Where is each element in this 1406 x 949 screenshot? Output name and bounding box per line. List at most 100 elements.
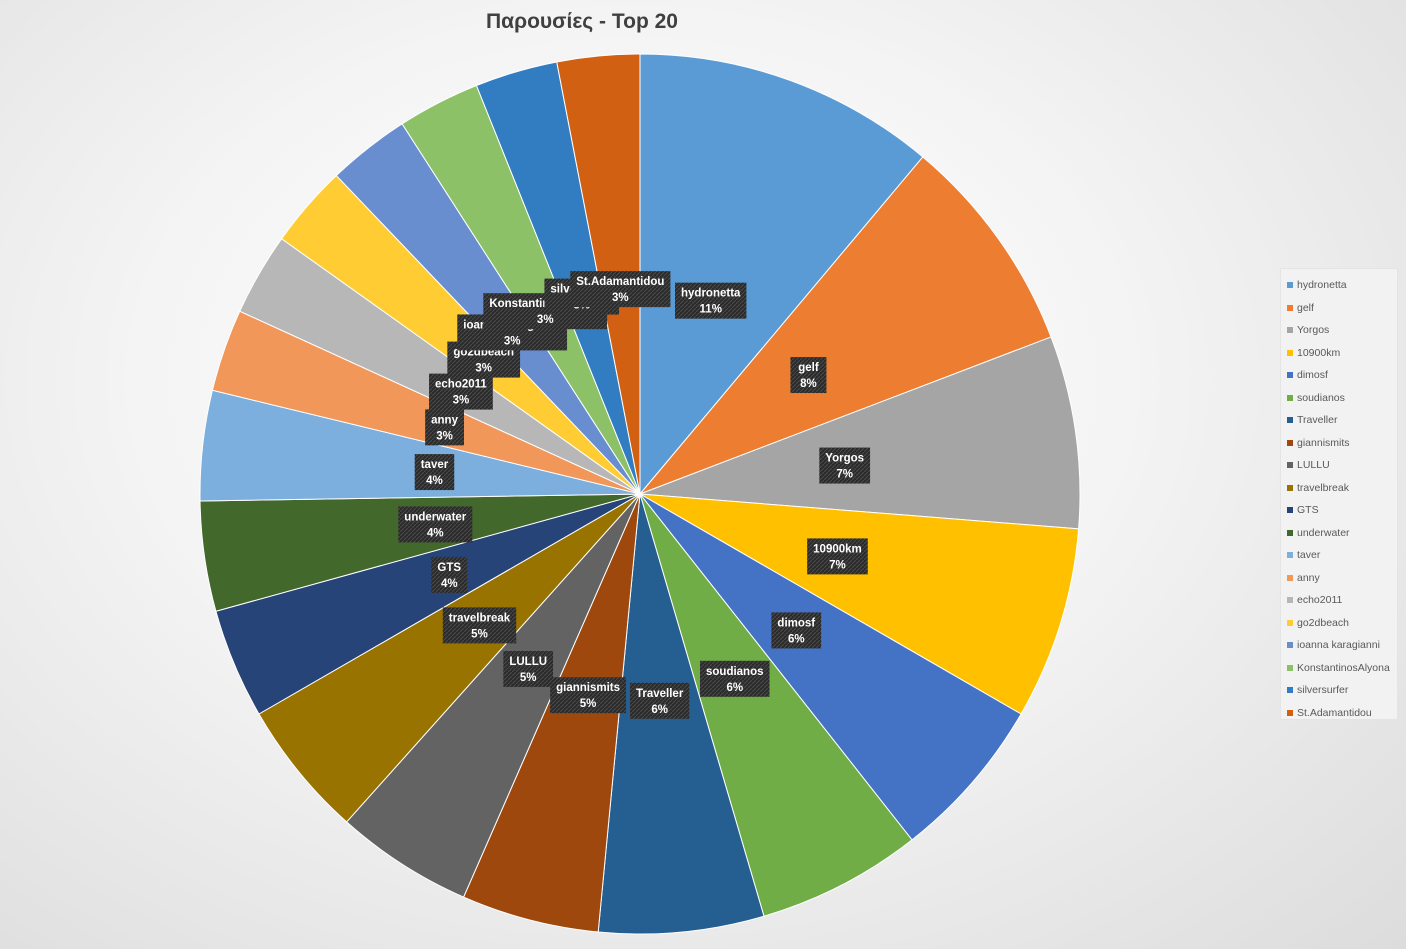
legend-swatch: [1287, 327, 1293, 334]
data-label-value: 6%: [726, 682, 743, 694]
pie-slice-gelf: [638, 156, 1052, 496]
legend-label: Traveller: [1297, 414, 1338, 427]
data-label-value: 6%: [651, 704, 668, 716]
legend-label: LULLU: [1297, 459, 1330, 472]
legend-item: anny: [1281, 567, 1397, 590]
legend-swatch: [1287, 619, 1293, 626]
data-label-name: hydronetta: [681, 288, 741, 300]
legend-item: St.Adamantidou: [1281, 702, 1397, 725]
legend-label: KonstantinosAlyona: [1297, 661, 1390, 674]
data-label-name: LULLU: [509, 656, 547, 668]
data-label-value: 8%: [800, 378, 817, 390]
chart-title: Παρουσίες - Top 20: [486, 10, 678, 33]
data-label-value: 3%: [537, 314, 554, 326]
legend-label: dimosf: [1297, 369, 1328, 382]
pie-slice-10900km: [639, 493, 1080, 715]
legend-swatch: [1287, 372, 1293, 379]
data-label-name: Yorgos: [825, 453, 864, 465]
pie-chart: hydronetta 11% gelf 8% Yorgos 7% 10900km 7% dimo…: [199, 53, 1081, 935]
data-label: hydronetta 11%: [675, 282, 747, 319]
legend-label: underwater: [1297, 526, 1350, 539]
data-label: Traveller 6%: [629, 682, 690, 719]
data-label-name: GTS: [437, 562, 461, 574]
legend-label: travelbreak: [1297, 481, 1349, 494]
data-label: travelbreak 5%: [442, 607, 517, 644]
legend-item: taver: [1281, 544, 1397, 567]
data-label-box: [790, 357, 827, 394]
legend-item: 10900km: [1281, 342, 1397, 365]
data-label-value: 4%: [441, 578, 458, 590]
data-label-box: [431, 556, 468, 593]
data-label-value: 3%: [612, 292, 629, 304]
legend-label: echo2011: [1297, 594, 1343, 607]
legend-item: ioanna karagianni: [1281, 634, 1397, 657]
legend-swatch: [1287, 304, 1293, 311]
legend-item: Yorgos: [1281, 319, 1397, 342]
data-label-value: 3%: [504, 335, 521, 347]
data-label: anny 3%: [425, 409, 464, 446]
data-label-name: Traveller: [636, 688, 684, 700]
legend-swatch: [1287, 462, 1293, 469]
data-label-box: [675, 282, 747, 319]
data-label-name: anny: [431, 414, 458, 426]
legend-item: silversurfer: [1281, 679, 1397, 702]
legend-item: gelf: [1281, 297, 1397, 320]
data-label-box: [807, 538, 868, 575]
legend-swatch: [1287, 597, 1293, 604]
data-label-name: St.Adamantidou: [576, 276, 664, 288]
legend-label: go2dbeach: [1297, 616, 1349, 629]
pie-slice-soudianos: [639, 493, 913, 917]
data-label-name: 10900km: [813, 543, 862, 555]
legend-swatch: [1287, 574, 1293, 581]
data-label: taver 4%: [414, 454, 455, 491]
data-label-value: 5%: [520, 672, 537, 684]
legend-swatch: [1287, 417, 1293, 424]
legend-item: LULLU: [1281, 454, 1397, 477]
legend-label: hydronetta: [1297, 279, 1347, 292]
legend-swatch: [1287, 709, 1293, 716]
legend-label: gelf: [1297, 301, 1314, 314]
data-label-box: [398, 506, 473, 543]
data-label-box: [503, 650, 554, 687]
data-label-box: [700, 660, 770, 697]
legend-swatch: [1287, 687, 1293, 694]
data-label-box: [414, 454, 455, 491]
data-label-box: [819, 447, 871, 484]
data-label-value: 4%: [427, 527, 444, 539]
legend-swatch: [1287, 507, 1293, 514]
pie-slice-yorgos: [639, 336, 1081, 530]
data-label-name: taver: [421, 459, 449, 471]
data-label-name: echo2011: [435, 379, 487, 391]
data-label-name: soudianos: [706, 666, 764, 678]
legend-item: underwater: [1281, 522, 1397, 545]
data-label-box: [570, 271, 671, 308]
legend-item: go2dbeach: [1281, 612, 1397, 635]
legend-swatch: [1287, 394, 1293, 401]
data-label-name: giannismits: [556, 682, 620, 694]
data-label: underwater 4%: [398, 506, 473, 543]
legend-item: travelbreak: [1281, 477, 1397, 500]
data-label: dimosf 6%: [771, 612, 822, 649]
legend-swatch: [1287, 664, 1293, 671]
legend-label: taver: [1297, 549, 1321, 562]
data-label-value: 3%: [453, 395, 470, 407]
data-label-value: 7%: [836, 469, 853, 481]
legend-item: hydronetta: [1281, 274, 1397, 297]
data-label-value: 3%: [475, 363, 492, 375]
data-label: LULLU 5%: [503, 650, 554, 687]
data-label-value: 4%: [426, 475, 443, 487]
pie-slice-dimosf: [639, 493, 1022, 841]
legend-label: GTS: [1297, 504, 1319, 517]
data-label-value: 11%: [700, 304, 722, 316]
data-label: 10900km 7%: [807, 538, 868, 575]
legend-label: silversurfer: [1297, 684, 1349, 697]
legend-label: ioanna karagianni: [1297, 639, 1380, 652]
data-label-value: 5%: [580, 698, 597, 710]
legend-swatch: [1287, 484, 1293, 491]
legend-label: anny: [1297, 571, 1320, 584]
legend-swatch: [1287, 349, 1293, 356]
data-label-value: 3%: [436, 430, 453, 442]
legend-label: soudianos: [1297, 391, 1345, 404]
data-label: soudianos 6%: [700, 660, 770, 697]
data-label-box: [429, 373, 493, 410]
